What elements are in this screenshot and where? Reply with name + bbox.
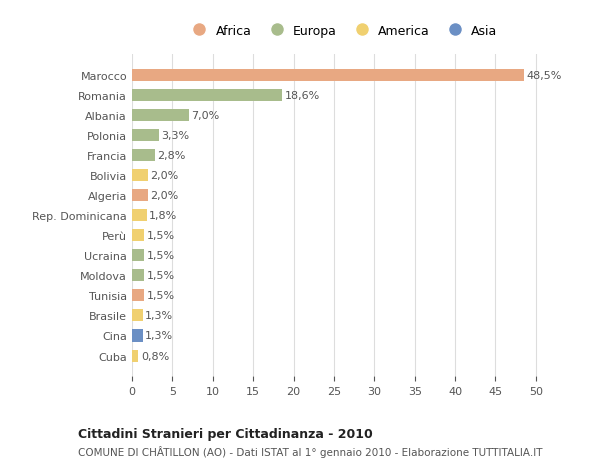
Bar	[132, 170, 148, 182]
Bar	[132, 270, 144, 282]
Bar	[132, 150, 155, 162]
Bar	[132, 130, 158, 142]
Text: 1,5%: 1,5%	[146, 291, 175, 301]
Bar	[132, 310, 143, 322]
Text: 1,5%: 1,5%	[146, 251, 175, 261]
Bar	[132, 210, 146, 222]
Text: 2,8%: 2,8%	[157, 151, 185, 161]
Text: 2,0%: 2,0%	[151, 191, 179, 201]
Text: 48,5%: 48,5%	[526, 71, 562, 81]
Bar	[132, 110, 188, 122]
Bar	[132, 350, 139, 362]
Text: 0,8%: 0,8%	[141, 351, 169, 361]
Text: Cittadini Stranieri per Cittadinanza - 2010: Cittadini Stranieri per Cittadinanza - 2…	[78, 427, 373, 440]
Text: 1,3%: 1,3%	[145, 331, 173, 341]
Legend: Africa, Europa, America, Asia: Africa, Europa, America, Asia	[182, 20, 502, 43]
Bar	[132, 190, 148, 202]
Bar	[132, 90, 282, 102]
Text: 3,3%: 3,3%	[161, 131, 189, 141]
Text: 7,0%: 7,0%	[191, 111, 219, 121]
Bar	[132, 70, 524, 82]
Bar	[132, 230, 144, 242]
Text: 1,3%: 1,3%	[145, 311, 173, 321]
Text: 2,0%: 2,0%	[151, 171, 179, 181]
Bar	[132, 250, 144, 262]
Text: 1,5%: 1,5%	[146, 231, 175, 241]
Text: 1,5%: 1,5%	[146, 271, 175, 281]
Text: COMUNE DI CHÂTILLON (AO) - Dati ISTAT al 1° gennaio 2010 - Elaborazione TUTTITAL: COMUNE DI CHÂTILLON (AO) - Dati ISTAT al…	[78, 445, 542, 457]
Bar	[132, 290, 144, 302]
Bar	[132, 330, 143, 342]
Text: 18,6%: 18,6%	[284, 91, 320, 101]
Text: 1,8%: 1,8%	[149, 211, 177, 221]
